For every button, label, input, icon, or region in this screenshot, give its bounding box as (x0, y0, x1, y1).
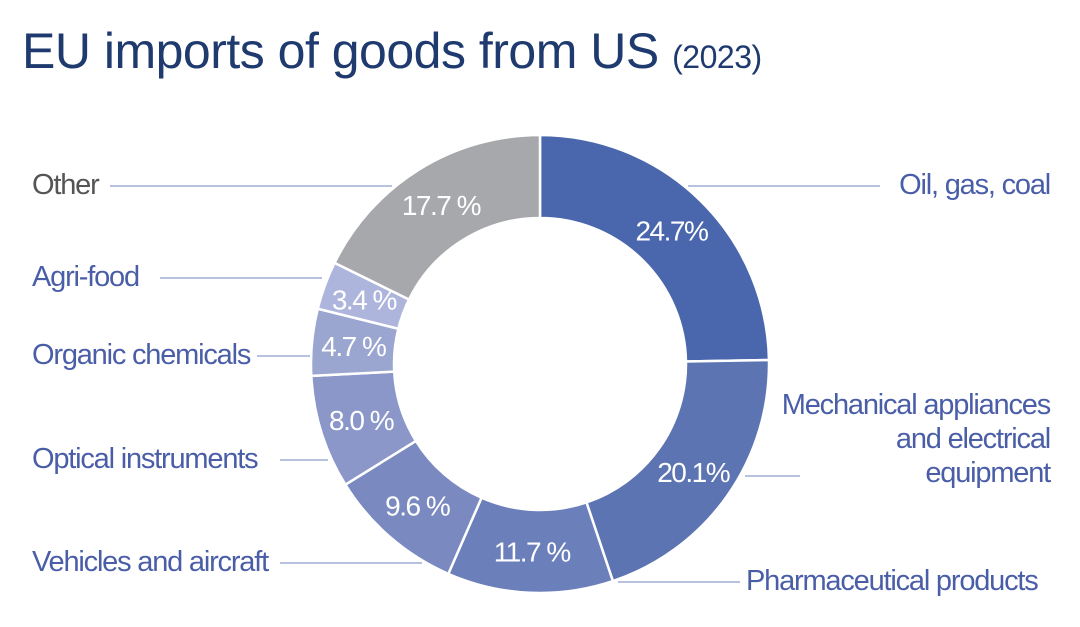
data-label-2: 11.7 % (494, 536, 571, 567)
label-optical: Optical instruments (32, 443, 259, 475)
slice-7 (332, 133, 542, 302)
subtitle: (2023) (672, 39, 762, 75)
title-text: EU imports of goods from US (22, 23, 659, 79)
label-oil-gas-coal: Oil, gas, coal (899, 169, 1051, 201)
data-label-0: 24.7% (635, 215, 707, 246)
label-mechanical-appliances: Mechanical appliances and electrical equ… (781, 389, 1051, 489)
data-label-7: 17.7 % (402, 190, 481, 221)
label-agri-food: Agri-food (32, 261, 140, 293)
label-other: Other (32, 169, 100, 201)
label-pharmaceutical: Pharmaceutical products (746, 565, 1039, 597)
data-label-1: 20.1% (657, 457, 729, 488)
chart-title: EU imports of goods from US (2023) (22, 22, 762, 80)
slice-0 (538, 133, 771, 363)
data-label-5: 4.7 % (321, 331, 386, 362)
label-organic: Organic chemicals (32, 339, 251, 371)
data-label-3: 9.6 % (385, 491, 450, 522)
label-vehicles: Vehicles and aircraft (32, 546, 269, 578)
data-label-4: 8.0 % (329, 405, 394, 436)
